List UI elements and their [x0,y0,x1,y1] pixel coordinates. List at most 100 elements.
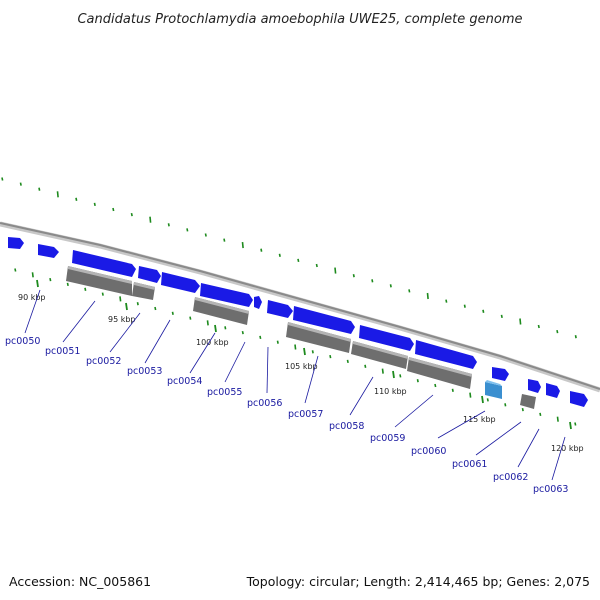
gc-tick [186,228,189,232]
gc-tick [204,233,207,237]
gene-feature-reverse [68,266,132,284]
gene-feature-reverse [409,357,472,377]
gc-tick [500,314,503,319]
gene-feature-reverse [353,341,408,359]
backbone [0,221,600,393]
gene-feature [267,300,293,318]
accession-label: Accession: NC_005861 [9,574,151,589]
gc-tick [189,316,192,320]
gc-tick [399,374,402,378]
gc-tick [66,282,69,287]
gc-tick [352,274,355,278]
gene-feature-reverse [407,357,472,389]
gc-tick [463,304,466,308]
gc-tick [14,268,17,272]
gene-label[interactable]: pc0055 [207,387,242,398]
gene-feature [570,391,588,407]
scale-tick [481,395,484,404]
gene-feature-reverse [134,282,155,290]
gc-tick [241,242,244,249]
gc-tick [556,416,559,422]
gc-tick [49,277,52,282]
gc-tick [371,279,374,283]
gene-feature [492,367,509,381]
scale-tick [392,370,395,379]
tick-label: 90 kbp [18,293,46,302]
gc-tick [130,212,133,217]
gc-tick [149,216,152,223]
gc-tick [311,350,314,354]
scale-tick [36,279,39,288]
gc-tick [486,398,489,402]
gc-tick [84,287,87,291]
gc-tick [315,263,318,268]
gene-feature [293,306,355,334]
gc-tick [278,253,281,257]
gc-tick [294,344,297,350]
gene-label[interactable]: pc0057 [288,409,323,420]
gene-feature-reverse [286,322,351,353]
gc-tick [206,320,209,326]
gc-tick [31,272,34,278]
tick-label: 120 kbp [551,444,584,453]
gc-tick [276,340,279,344]
gc-tick [167,223,170,227]
gene-feature [72,250,136,277]
gene-label[interactable]: pc0052 [86,356,121,367]
gene-label[interactable]: pc0050 [5,336,40,347]
gc-tick [574,422,577,426]
gc-tick [426,292,429,300]
gene-labels: pc0050 pc0051 pc0052 pc0053 pc0054 pc005… [5,336,568,495]
map-title: Candidatus Protochlamydia amoebophila UW… [77,12,522,27]
gc-tick [556,329,559,334]
gene-label[interactable]: pc0063 [533,484,568,495]
gc-tick [364,364,367,368]
gene-feature-reverse [66,266,132,296]
gc-tick [241,330,244,335]
label-leaders [24,289,566,481]
gene-label[interactable]: pc0053 [127,366,162,377]
gc-tick [329,354,332,359]
gc-tick [504,403,507,407]
scale-tick [569,421,572,430]
gc-tick [259,335,262,340]
tick-label: 105 kbp [285,362,318,371]
gc-tick [334,267,337,274]
gene-label[interactable]: pc0059 [370,433,405,444]
gc-tick [381,368,384,374]
gc-tick [539,412,542,417]
gene-label[interactable]: pc0051 [45,346,80,357]
scale-tick [125,302,128,311]
gc-tick [416,379,419,383]
genome-summary: Topology: circular; Length: 2,414,465 bp… [246,574,590,589]
gene-label[interactable]: pc0054 [167,376,202,387]
tick-label: 110 kbp [374,387,407,396]
gc-tick [154,306,157,311]
gene-feature [254,296,262,309]
gene-label[interactable]: pc0061 [452,459,487,470]
gc-tick [112,207,115,212]
gene-feature [415,340,477,369]
gene-feature-reverse [193,297,249,325]
gene-feature-reverse [351,341,408,369]
gc-tick [75,197,78,201]
gc-tick [451,388,454,392]
gc-skew-track [1,177,577,426]
gc-tick [469,392,472,398]
gc-tick [521,407,524,412]
gc-tick [297,258,300,263]
gene-feature [359,325,414,351]
gene-track [8,237,588,409]
gc-tick [136,302,139,306]
tick-label: 115 kbp [463,415,496,424]
gene-label[interactable]: pc0056 [247,398,282,409]
gene-label[interactable]: pc0062 [493,472,528,483]
gene-feature [528,379,541,393]
gc-tick [224,326,227,330]
gene-feature-highlight [485,382,502,399]
gene-label[interactable]: pc0060 [411,446,446,457]
gc-tick [171,311,174,315]
gc-tick [346,359,349,364]
gene-label[interactable]: pc0058 [329,421,364,432]
